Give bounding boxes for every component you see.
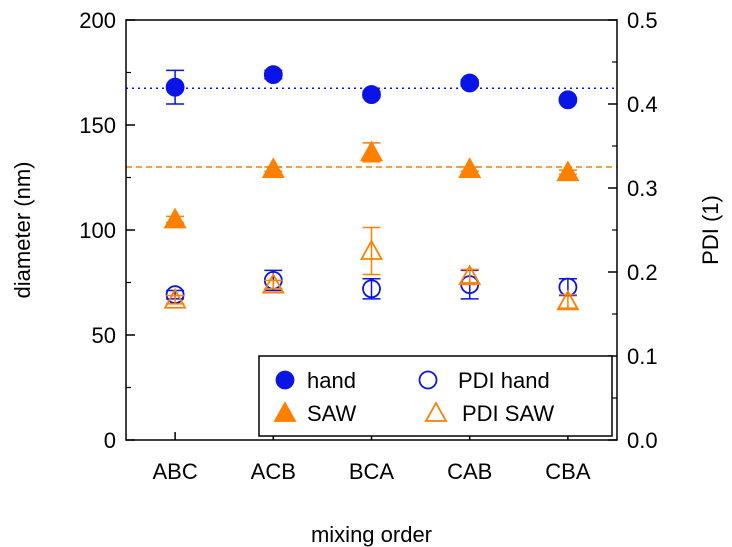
legend-label: PDI SAW — [462, 401, 554, 426]
data-point — [362, 85, 381, 104]
series-pdi-saw — [163, 226, 580, 311]
data-point — [263, 65, 283, 84]
y2-axis-title: PDI (1) — [698, 195, 723, 265]
y2-tick-label: 0.2 — [627, 260, 658, 285]
legend-marker — [275, 370, 295, 390]
legend-label: PDI hand — [458, 368, 550, 393]
data-point — [359, 140, 384, 162]
x-axis-title: mixing order — [311, 522, 432, 547]
y2-tick-label: 0.1 — [627, 344, 658, 369]
data-point — [558, 90, 578, 110]
data-point — [163, 287, 187, 309]
data-point — [458, 264, 482, 286]
x-tick-label: CBA — [545, 459, 591, 484]
series-saw — [163, 140, 580, 229]
y-tick-label: 0 — [104, 428, 116, 453]
data-point — [261, 157, 285, 179]
y-tick-label: 150 — [79, 113, 116, 138]
data-point — [165, 77, 185, 97]
y-tick-label: 100 — [79, 218, 116, 243]
x-tick-label: CAB — [447, 459, 492, 484]
legend-marker — [424, 401, 448, 422]
data-point — [556, 289, 580, 311]
legend-marker — [273, 401, 297, 422]
y2-tick-label: 0.3 — [627, 176, 658, 201]
y2-tick-label: 0.5 — [627, 8, 658, 33]
legend-label: hand — [307, 368, 356, 393]
legend-box — [258, 355, 613, 437]
x-tick-label: ABC — [152, 459, 197, 484]
y-tick-label: 200 — [79, 8, 116, 33]
y-axis-title: diameter (nm) — [10, 162, 35, 299]
data-point — [556, 160, 580, 182]
x-tick-label: ACB — [251, 459, 296, 484]
data-point — [362, 279, 381, 299]
x-tick-label: BCA — [349, 459, 395, 484]
data-point — [359, 239, 384, 260]
y2-tick-label: 0.4 — [627, 92, 658, 117]
series-hand — [165, 65, 578, 110]
y2-tick-label: 0.0 — [627, 428, 658, 453]
legend-marker — [418, 370, 438, 390]
data-point — [460, 73, 480, 93]
data-point — [261, 272, 285, 294]
legend-label: SAW — [307, 401, 357, 426]
legend: hand PDI hand SAW PDI SAW — [258, 355, 613, 437]
data-point — [163, 207, 187, 229]
data-marks — [163, 65, 580, 311]
data-point — [458, 157, 482, 179]
reference-lines — [126, 87, 617, 168]
y-tick-label: 50 — [92, 323, 116, 348]
axes: 0 50 100 150 200 0.0 0.1 0.2 0.3 0.4 0.5 ABC ACB BCA C… — [79, 8, 657, 484]
